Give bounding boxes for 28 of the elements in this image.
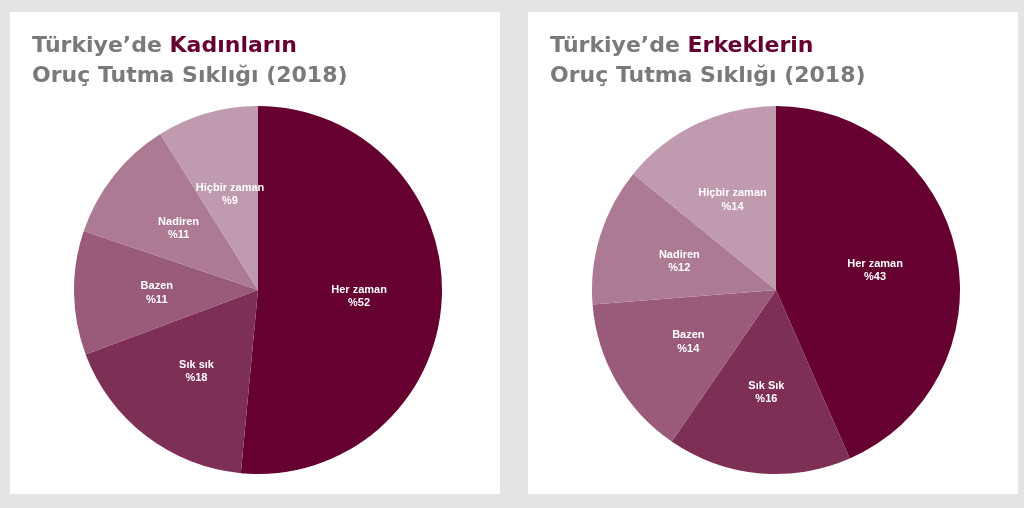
data-label: %16 bbox=[755, 391, 778, 404]
slice-label: Bazen bbox=[672, 328, 705, 341]
slice-label: Her zaman bbox=[847, 257, 904, 270]
slice-label: Sık sık bbox=[179, 358, 215, 371]
pie-slice bbox=[633, 106, 776, 290]
pie-slice bbox=[74, 230, 258, 355]
data-label: %52 bbox=[348, 295, 371, 308]
slice-label: Hiçbir zaman bbox=[698, 186, 768, 199]
data-label: %43 bbox=[864, 270, 887, 283]
pie-slice bbox=[592, 173, 776, 305]
slice-label: Her zaman bbox=[331, 282, 388, 295]
data-label: %18 bbox=[185, 371, 208, 384]
slice-label: Nadiren bbox=[658, 247, 701, 260]
pie-slice bbox=[85, 290, 258, 474]
chart-subtitle: Oruç Tutma Sıklığı (2018) bbox=[550, 62, 866, 87]
data-label: %9 bbox=[222, 193, 238, 206]
data-label: %14 bbox=[721, 199, 745, 212]
data-label: %12 bbox=[668, 260, 691, 273]
chart-title: Türkiye’de Erkeklerin bbox=[550, 32, 814, 57]
data-label: %11 bbox=[146, 292, 168, 305]
slice-label: Nadiren bbox=[158, 215, 200, 228]
data-label: %11 bbox=[167, 228, 190, 241]
pie-slice bbox=[671, 290, 850, 474]
slice-label: Sık Sık bbox=[748, 378, 786, 391]
data-label: %14 bbox=[677, 341, 701, 354]
chart-title: Türkiye’de Kadınların bbox=[32, 32, 297, 57]
slice-label: Bazen bbox=[140, 279, 174, 292]
chart-subtitle: Oruç Tutma Sıklığı (2018) bbox=[32, 62, 348, 87]
